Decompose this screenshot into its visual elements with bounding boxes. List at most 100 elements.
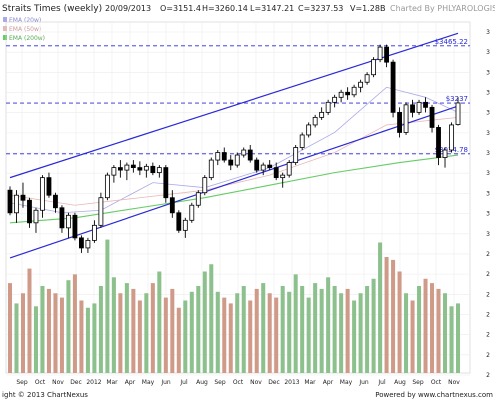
copyright-text: ight © 2013 ChartNexus (2, 391, 88, 399)
candle-body (14, 194, 19, 214)
volume-bar (150, 283, 155, 373)
volume-bar (27, 268, 32, 373)
x-tick-label: Nov (250, 379, 262, 386)
header-date: 20/09/2013 (105, 4, 151, 13)
x-tick-label: 2012 (86, 379, 101, 386)
candle-body (416, 101, 422, 113)
candle-body (397, 111, 402, 133)
volume-bar (365, 286, 370, 373)
candle-body (104, 174, 110, 199)
candle-body (364, 74, 370, 83)
ema-line (9, 116, 459, 206)
candle-body (195, 192, 201, 206)
candle-body (33, 209, 39, 224)
channel-upper-line (9, 32, 459, 179)
candle-body (442, 149, 448, 158)
volume-bar (267, 293, 272, 373)
volume-bar (319, 288, 324, 373)
x-tick-label: Sep (214, 379, 226, 386)
candle-body (79, 237, 84, 249)
y-tick-label: 3 (486, 170, 490, 177)
volume-bar (410, 300, 415, 373)
candle-body (27, 199, 32, 224)
candle-body (384, 46, 389, 63)
volume-bar (124, 283, 129, 373)
volume-bar (391, 259, 396, 373)
candle-body (182, 219, 188, 231)
volume-bar (306, 297, 311, 373)
volume-bar (79, 300, 84, 373)
volume-bar (98, 286, 103, 373)
level-label: $3237 (446, 95, 468, 103)
candle-body (293, 147, 299, 163)
header-high: H=3260.14 (202, 4, 248, 13)
candle-body (98, 197, 104, 226)
volume-bar (345, 288, 350, 373)
legend-label-ema20: EMA (20w) (9, 17, 41, 24)
volume-bar (248, 300, 253, 373)
legend-swatch-ema50 (3, 26, 7, 31)
volume-bar (280, 286, 285, 373)
candle-body (410, 104, 415, 113)
candle-body (390, 61, 396, 113)
candle-body (20, 194, 26, 201)
trend-channel (9, 32, 459, 259)
legend-label-ema200: EMA (200w) (9, 35, 45, 42)
x-tick-label: Aug (196, 379, 208, 386)
candle-body (7, 189, 13, 214)
volume-bar (157, 271, 162, 373)
y-tick-label: 3 (486, 190, 490, 197)
volume-bar (241, 286, 246, 373)
volume-bar (137, 300, 142, 373)
volume-bar (235, 293, 240, 373)
volume-bar (202, 271, 207, 373)
x-tick-label: Sep (16, 379, 28, 386)
candle-body (254, 159, 260, 171)
candle-body (59, 207, 65, 229)
volume-bar (332, 286, 337, 373)
x-tick-label: Nov (52, 379, 64, 386)
watermark: Charted By PHLYAROLOGIST (390, 4, 495, 13)
candle-body (176, 212, 182, 231)
volume-bar (59, 297, 64, 373)
x-tick-label: Oct (35, 379, 46, 386)
y-tick-label: 2 (486, 372, 490, 379)
volume-bar (85, 307, 90, 373)
chart-title: Straits Times (weekly) (2, 4, 102, 14)
y-tick-label: 3 (486, 150, 490, 157)
x-tick-label: Jul (377, 379, 386, 386)
candle-body (267, 164, 273, 168)
volume-bar (417, 286, 422, 373)
volume-bar (339, 293, 344, 373)
volume-bar (261, 283, 266, 373)
volume-bar (397, 271, 402, 373)
y-axis: 3 3 3 3 3 3 3 3 3 3 3 2 2 2 2 2 2 2 (486, 29, 490, 379)
y-tick-label: 3 (486, 49, 490, 56)
header-low: L=3147.21 (250, 4, 294, 13)
candle-body (111, 167, 117, 176)
y-tick-label: 2 (486, 352, 490, 359)
candle-body (208, 159, 214, 179)
candle-body (137, 167, 143, 171)
x-tick-label: Aug (394, 379, 406, 386)
volume-bar (105, 239, 110, 373)
x-tick-label: Nov (448, 379, 460, 386)
candle-body (91, 224, 97, 241)
candle-body (319, 111, 325, 118)
volume-bar (378, 242, 383, 373)
candle-body (215, 152, 221, 161)
candle-body (46, 177, 52, 196)
legend: EMA (20w) EMA (50w) EMA (200w) (3, 17, 45, 42)
volume-bar (222, 297, 227, 373)
ema-line (9, 86, 459, 214)
candle-body (53, 194, 58, 209)
volume-bar (144, 293, 149, 373)
candle-body (312, 116, 318, 126)
x-tick-label: May (340, 379, 353, 386)
volume-bar (209, 264, 214, 373)
candle-body (338, 91, 344, 98)
candle-body (351, 86, 357, 96)
candle-body (436, 127, 441, 158)
volume-bar (228, 303, 233, 373)
candlesticks (7, 44, 461, 253)
